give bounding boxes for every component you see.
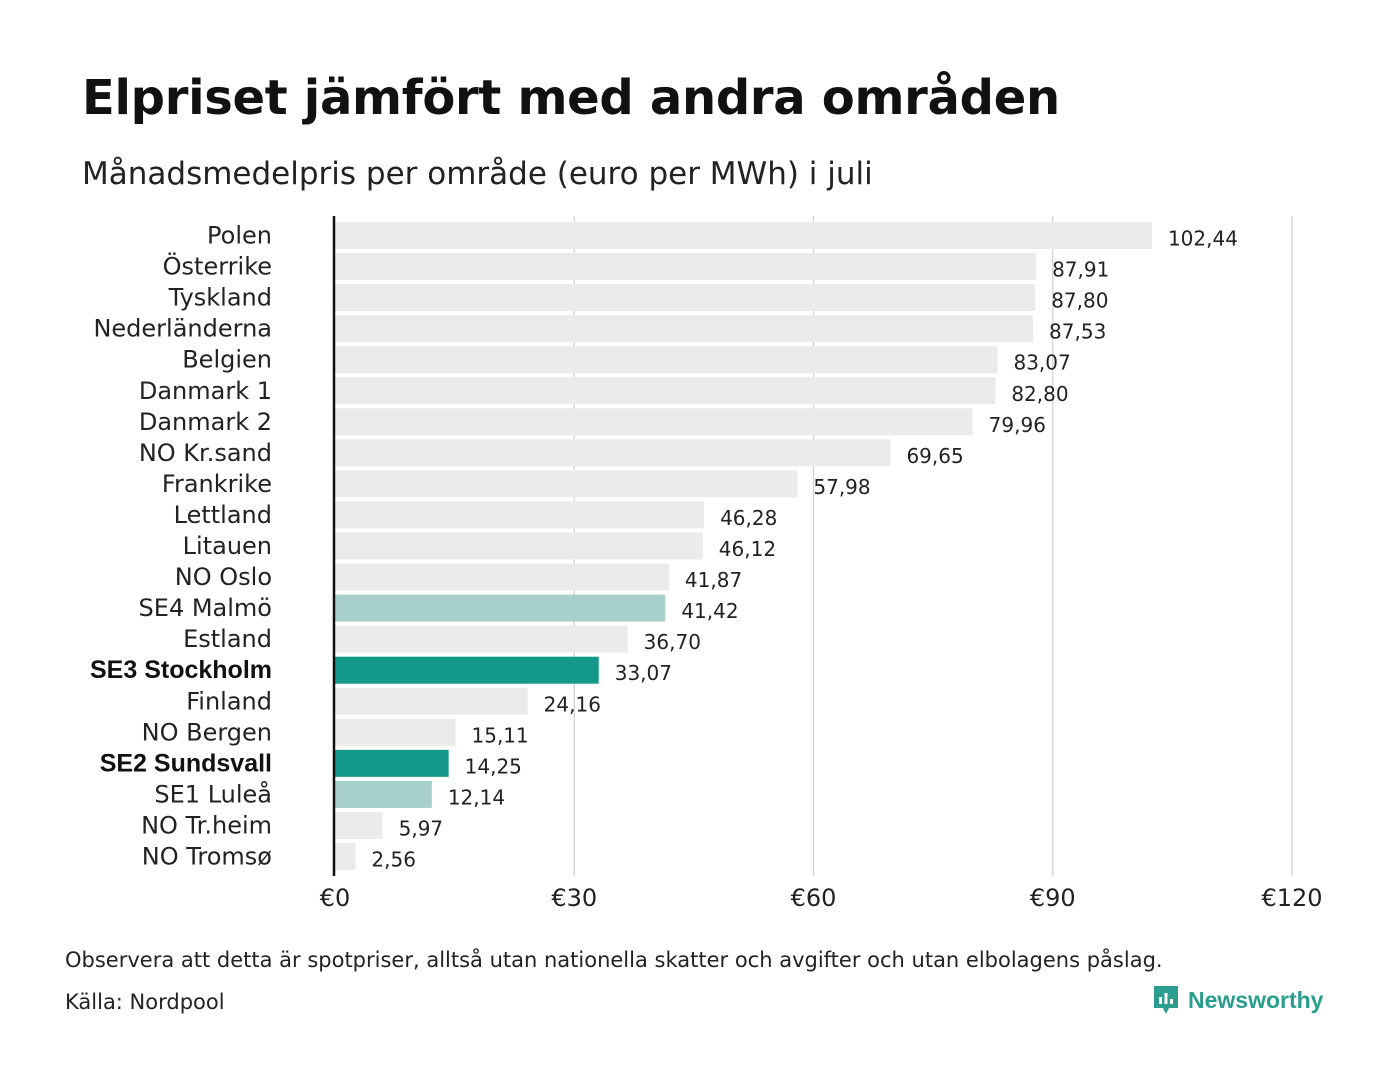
bar bbox=[335, 780, 432, 808]
category-label: SE1 Luleå bbox=[154, 779, 272, 808]
bar bbox=[335, 439, 891, 467]
category-label: NO Tromsø bbox=[142, 843, 272, 871]
value-label: 12,14 bbox=[448, 785, 505, 809]
value-label: 41,87 bbox=[685, 568, 742, 592]
category-label: NO Tr.heim bbox=[141, 811, 272, 839]
bar bbox=[335, 625, 628, 653]
value-label: 69,65 bbox=[906, 444, 963, 468]
bar bbox=[335, 408, 973, 436]
bar bbox=[335, 284, 1036, 312]
category-label: SE4 Malmö bbox=[139, 594, 272, 622]
bar bbox=[335, 749, 449, 777]
bar bbox=[335, 501, 705, 529]
value-label: 41,42 bbox=[681, 599, 738, 623]
value-label: 79,96 bbox=[989, 413, 1046, 437]
bar bbox=[335, 222, 1152, 249]
value-label: 46,12 bbox=[719, 537, 776, 561]
value-label: 36,70 bbox=[644, 630, 701, 654]
value-label: 15,11 bbox=[472, 723, 529, 747]
value-label: 24,16 bbox=[544, 692, 601, 716]
category-label: NO Bergen bbox=[142, 718, 272, 746]
value-label: 2,56 bbox=[371, 848, 416, 872]
bar bbox=[335, 315, 1034, 343]
value-label: 87,80 bbox=[1051, 289, 1108, 313]
value-label: 14,25 bbox=[465, 754, 522, 778]
chart-title: Elpriset jämfört med andra områden bbox=[82, 70, 1060, 126]
category-label: Belgien bbox=[182, 346, 272, 374]
x-tick-label: €0 bbox=[320, 884, 351, 912]
category-label: Österrike bbox=[163, 252, 272, 281]
x-tick-label: €120 bbox=[1261, 884, 1322, 912]
category-label: NO Kr.sand bbox=[139, 439, 272, 467]
newsworthy-logo-icon bbox=[1154, 986, 1178, 1014]
bar bbox=[335, 563, 669, 591]
value-label: 87,91 bbox=[1052, 258, 1109, 282]
bar bbox=[335, 253, 1037, 281]
bar bbox=[335, 811, 383, 839]
value-label: 102,44 bbox=[1168, 227, 1238, 251]
category-label: Danmark 2 bbox=[139, 408, 272, 436]
value-label: 5,97 bbox=[399, 816, 444, 840]
category-label: Danmark 1 bbox=[139, 377, 272, 405]
value-label: 82,80 bbox=[1011, 382, 1068, 406]
bar bbox=[335, 346, 998, 374]
x-tick-label: €30 bbox=[551, 884, 597, 912]
category-label: SE3 Stockholm bbox=[90, 656, 272, 684]
value-label: 33,07 bbox=[615, 661, 672, 685]
x-tick-label: €90 bbox=[1030, 884, 1076, 912]
category-label: Litauen bbox=[183, 532, 272, 560]
bar bbox=[335, 718, 456, 746]
bar bbox=[335, 594, 666, 622]
value-label: 87,53 bbox=[1049, 320, 1106, 344]
source-text: Källa: Nordpool bbox=[65, 990, 225, 1014]
bar bbox=[335, 687, 528, 715]
bar bbox=[335, 843, 356, 870]
value-label: 57,98 bbox=[813, 475, 870, 499]
value-label: 46,28 bbox=[720, 506, 777, 530]
category-label: Tyskland bbox=[168, 284, 272, 312]
bar bbox=[335, 470, 798, 498]
bar bbox=[335, 377, 996, 405]
footnote: Observera att detta är spotpriser, allts… bbox=[65, 948, 1163, 972]
brand-name: Newsworthy bbox=[1188, 986, 1324, 1013]
bar bbox=[335, 532, 703, 560]
category-label: Estland bbox=[183, 625, 272, 653]
value-label: 83,07 bbox=[1013, 351, 1070, 375]
category-label: Lettland bbox=[174, 501, 272, 529]
bar bbox=[335, 656, 599, 684]
category-label: Frankrike bbox=[162, 470, 272, 498]
bars bbox=[335, 222, 1152, 870]
category-label: Finland bbox=[186, 687, 272, 715]
x-axis-ticks: €0 €30 €60 €90 €120 bbox=[320, 884, 1323, 912]
category-label: Nederländerna bbox=[93, 315, 272, 343]
chart-subtitle: Månadsmedelpris per område (euro per MWh… bbox=[82, 156, 873, 192]
category-label: Polen bbox=[207, 222, 272, 250]
category-label: SE2 Sundsvall bbox=[100, 749, 272, 777]
brand-logo: Newsworthy bbox=[1152, 984, 1323, 1016]
value-labels: 102,44 87,91 87,80 87,53 83,07 82,80 79,96 69,6… bbox=[371, 227, 1238, 872]
x-tick-label: €60 bbox=[791, 884, 837, 912]
category-label: NO Oslo bbox=[175, 563, 272, 591]
